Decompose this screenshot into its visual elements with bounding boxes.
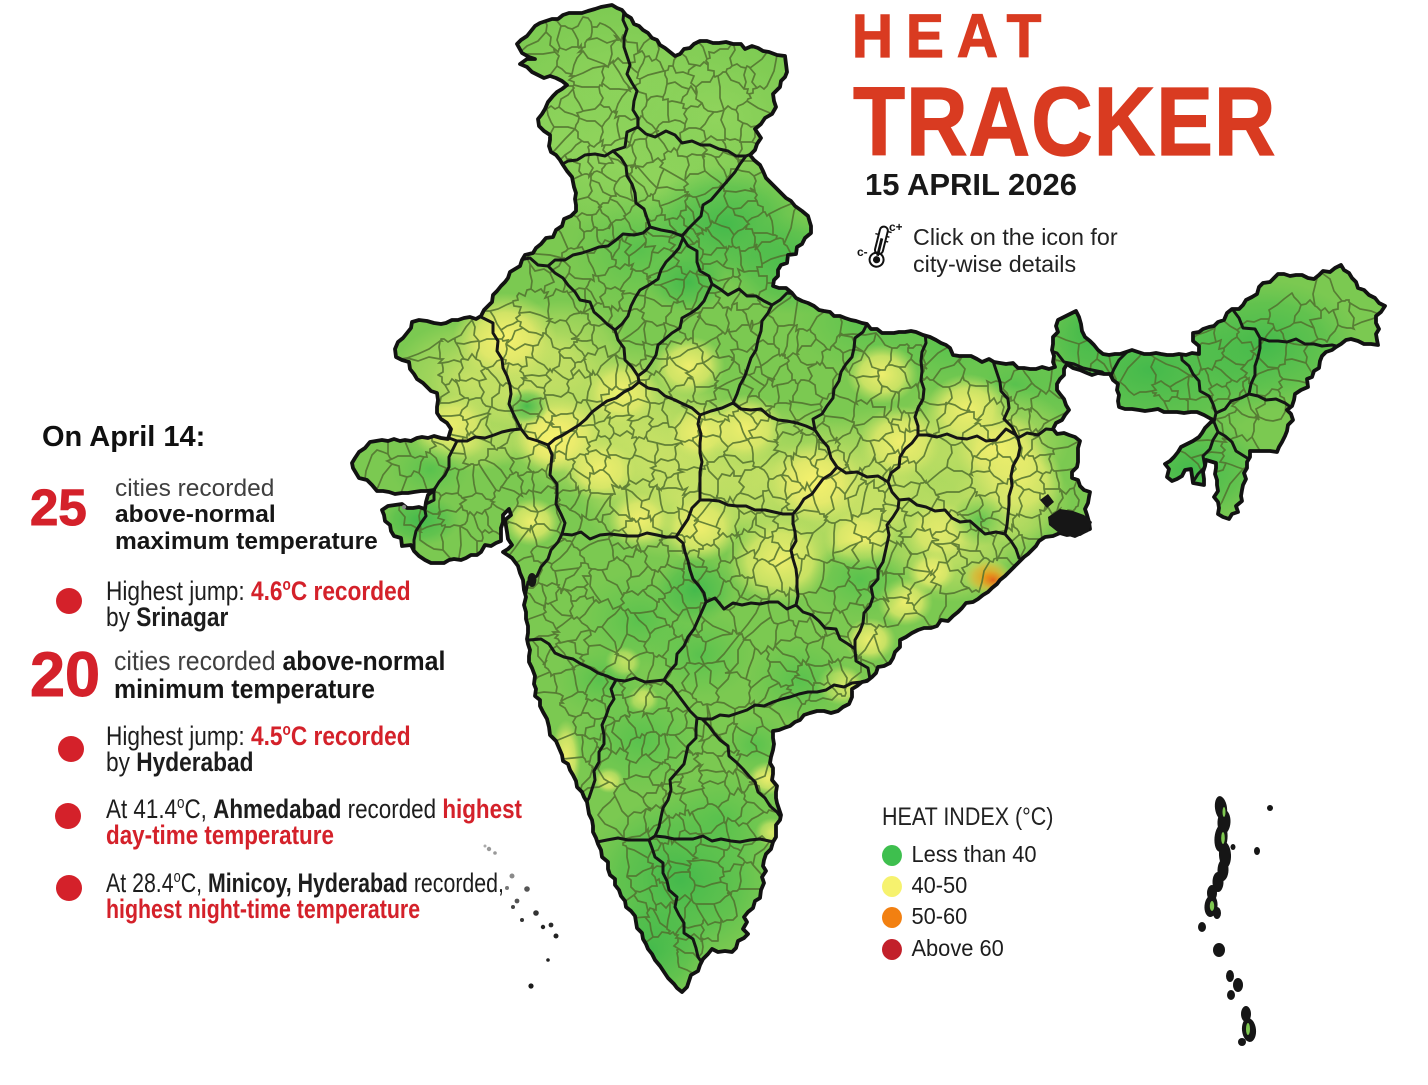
svg-text:c+: c+ — [889, 220, 902, 234]
svg-text:c-: c- — [857, 245, 868, 259]
